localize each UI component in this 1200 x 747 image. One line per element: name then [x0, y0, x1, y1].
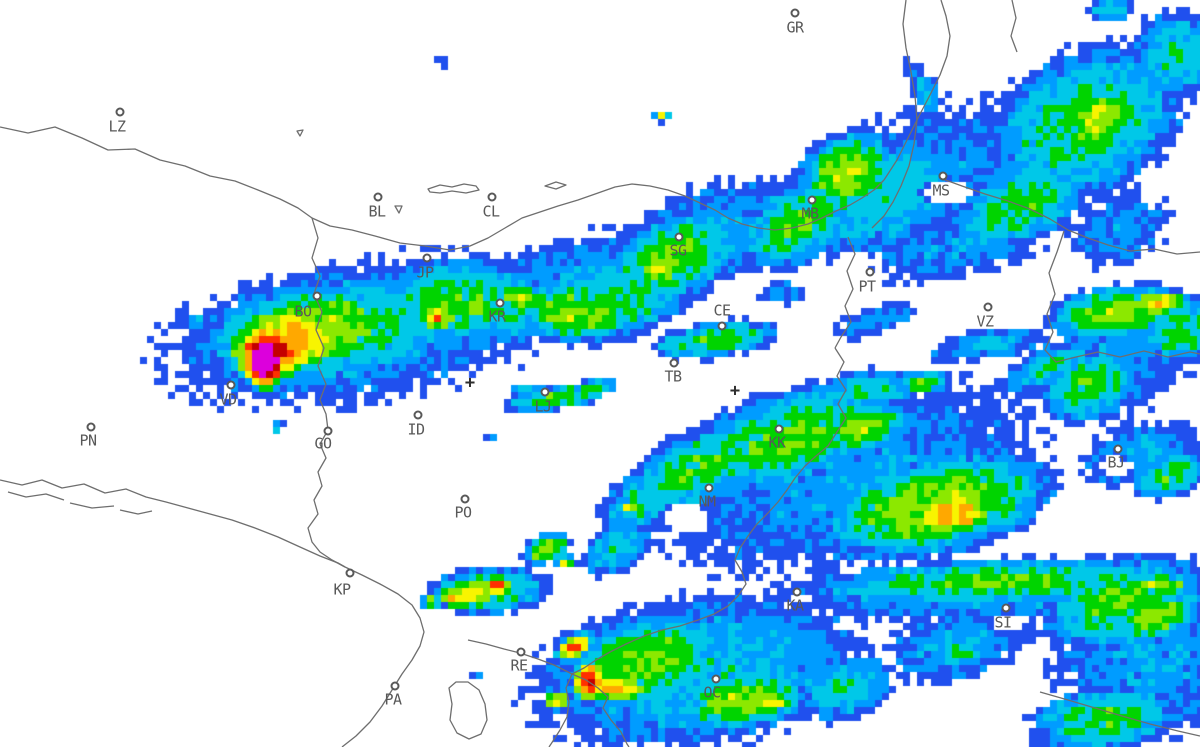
station-circle-SI — [1001, 603, 1011, 613]
station-circle-OC — [711, 674, 721, 684]
station-circle-KA — [792, 587, 802, 597]
border-path-re-coast — [467, 639, 573, 675]
station-circle-ID — [413, 410, 423, 420]
station-label-MS: MS — [932, 181, 950, 200]
station-label-LZ: LZ — [108, 117, 126, 136]
border-path-lake-3 — [544, 181, 567, 190]
station-label-VZ: VZ — [976, 312, 994, 331]
border-path-west-border — [307, 217, 346, 568]
station-circle-CL — [487, 192, 497, 202]
station-label-LJ: LJ — [534, 397, 552, 416]
border-path-lake-1 — [427, 183, 480, 194]
station-circle-SG — [674, 232, 684, 242]
station-label-RE: RE — [510, 656, 528, 675]
border-path-tr-line — [1010, 0, 1018, 53]
border-path-cepic-basin — [448, 681, 488, 740]
station-label-NM: NM — [698, 492, 716, 511]
station-circle-JP — [422, 253, 432, 263]
station-circle-GR — [790, 8, 800, 18]
station-label-SG: SG — [669, 241, 687, 260]
border-path-lagoon-3 — [119, 509, 153, 515]
station-circle-VZ — [983, 302, 993, 312]
station-label-KK: KK — [768, 433, 786, 452]
station-circle-PA — [390, 681, 400, 691]
station-label-KR: KR — [488, 307, 506, 326]
station-label-PT: PT — [858, 277, 876, 296]
station-label-KA: KA — [786, 596, 804, 615]
station-circle-BL — [373, 192, 383, 202]
border-path-istria-east-coast — [548, 673, 573, 747]
border-path-lake-2 — [394, 205, 403, 214]
station-label-OC: OC — [703, 683, 721, 702]
border-path-istria-west-coast — [341, 566, 425, 747]
station-label-BJ: BJ — [1107, 453, 1125, 472]
station-circle-BJ — [1113, 444, 1123, 454]
station-label-GO: GO — [314, 434, 332, 453]
cross-mark-1: + — [464, 373, 476, 394]
border-path-se-border — [571, 347, 847, 675]
station-circle-RE — [516, 647, 526, 657]
station-circle-PT — [865, 267, 875, 277]
station-label-ID: ID — [407, 420, 425, 439]
station-label-JP: JP — [416, 263, 434, 282]
station-label-PO: PO — [454, 503, 472, 522]
station-circle-PN — [86, 422, 96, 432]
station-circle-VD — [226, 380, 236, 390]
station-circle-PO — [460, 494, 470, 504]
station-circle-CE — [717, 321, 727, 331]
station-label-TB: TB — [664, 367, 682, 386]
station-circle-LJ — [540, 387, 550, 397]
border-path-lagoon-1 — [7, 491, 65, 501]
border-path-rijeka-coast — [571, 673, 630, 747]
border-path-east-border — [1044, 230, 1200, 363]
station-label-MB: MB — [801, 204, 819, 223]
station-label-KP: KP — [333, 580, 351, 599]
station-label-VD: VD — [219, 390, 237, 409]
station-label-SI: SI — [994, 613, 1012, 632]
station-circle-GO — [323, 426, 333, 436]
border-path-alps-north-border — [0, 126, 885, 251]
station-label-CE: CE — [713, 301, 731, 320]
station-circle-MS — [938, 171, 948, 181]
station-circle-KK — [774, 424, 784, 434]
station-circle-NM — [704, 483, 714, 493]
border-path-lagoon-2 — [69, 502, 115, 509]
station-circle-KR — [495, 298, 505, 308]
station-label-BO: BO — [294, 302, 312, 321]
border-path-ne-border-a — [883, 0, 951, 181]
border-path-coast-west — [0, 479, 346, 568]
station-label-PN: PN — [79, 431, 97, 450]
station-label-PA: PA — [384, 690, 402, 709]
border-path-ne-border-east — [939, 177, 1200, 255]
cross-mark-2: + — [729, 381, 741, 402]
border-path-br-line — [1039, 691, 1200, 737]
station-label-BL: BL — [368, 202, 386, 221]
border-path-lake-4 — [296, 129, 304, 137]
station-circle-BO — [312, 291, 322, 301]
station-circle-MB — [807, 195, 817, 205]
station-label-CL: CL — [482, 202, 500, 221]
border-path-sotla-border — [834, 236, 856, 349]
station-circle-TB — [669, 358, 679, 368]
station-label-GR: GR — [786, 18, 804, 37]
station-circle-KP — [345, 568, 355, 578]
station-circle-LZ — [115, 107, 125, 117]
border-path-ne-border-b — [871, 0, 918, 229]
